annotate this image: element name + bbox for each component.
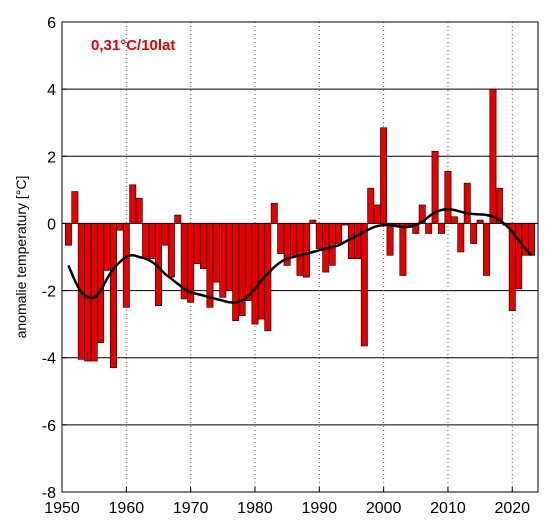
anomaly-bar: [431, 150, 439, 224]
anomaly-bar: [360, 223, 368, 347]
y-tick-label: -6: [42, 418, 56, 435]
anomaly-bar: [450, 216, 458, 224]
anomaly-bar: [296, 223, 304, 276]
anomaly-bar: [457, 223, 465, 253]
anomaly-bar: [302, 223, 310, 278]
anomaly-bar: [97, 223, 105, 343]
anomaly-bar: [290, 223, 298, 256]
anomaly-bar: [245, 223, 252, 301]
anomaly-bar: [335, 223, 343, 244]
x-tick-label: 2010: [430, 500, 466, 517]
y-tick-label: -8: [42, 485, 56, 502]
axis-layer: -8 -6 -4 -2 0 2 4 6 1950 1960 1970 1980 1990 2000 2010…: [42, 15, 530, 517]
x-tick-label: 1980: [237, 500, 273, 517]
anomaly-bar: [110, 223, 117, 369]
trend-line: [67, 208, 533, 304]
anomaly-bar: [418, 204, 426, 224]
anomaly-bar: [84, 223, 92, 362]
anomaly-bar: [315, 223, 323, 249]
anomaly-bar: [103, 223, 111, 271]
anomaly-bar: [373, 204, 381, 224]
anomaly-bar: [257, 223, 265, 320]
anomaly-bar: [399, 223, 407, 276]
x-tick-label: 1970: [173, 500, 209, 517]
anomaly-bar: [463, 182, 471, 224]
y-tick-label: 0: [47, 216, 56, 233]
anomaly-bar: [425, 223, 433, 234]
anomaly-bar: [483, 223, 490, 276]
anomaly-bar: [528, 223, 536, 256]
anomaly-bar: [470, 223, 478, 244]
anomaly-bar: [148, 223, 156, 259]
y-tick-label: 6: [47, 15, 56, 32]
plot-frame: [61, 21, 539, 493]
y-tick-label: 2: [47, 149, 56, 166]
x-tick-label: 1990: [302, 500, 338, 517]
anomaly-bar: [367, 187, 375, 224]
anomaly-bar: [193, 223, 201, 265]
anomaly-bar: [219, 223, 227, 298]
anomaly-bar: [122, 223, 130, 308]
anomaly-bar: [142, 223, 150, 259]
anomaly-bar: [90, 223, 98, 362]
y-tick-label: 4: [47, 82, 56, 99]
anomaly-bar: [212, 223, 220, 283]
anomaly-bar: [206, 223, 214, 308]
anomaly-bar: [405, 223, 413, 226]
anomaly-bar: [232, 223, 240, 322]
anomaly-bar: [515, 223, 523, 290]
bars-layer: [64, 88, 536, 369]
anomaly-bar: [135, 197, 143, 224]
x-tick-label: 2000: [366, 500, 402, 517]
anomaly-bar: [354, 223, 362, 259]
anomaly-bar: [309, 219, 317, 224]
anomaly-bar: [225, 223, 233, 291]
anomaly-bar: [386, 223, 394, 256]
anomaly-bar: [174, 214, 182, 224]
y-axis-label: anomalie temperatury [°C]: [13, 176, 29, 339]
trend-layer: [67, 208, 533, 304]
y-tick-label: -2: [42, 284, 56, 301]
anomaly-bar: [476, 219, 484, 224]
anomaly-bar: [167, 223, 175, 278]
anomaly-bar: [489, 88, 497, 224]
anomaly-bar: [328, 223, 336, 266]
anomaly-bar: [251, 223, 259, 325]
anomaly-bar: [412, 223, 420, 234]
trend-rate-annotation: 0,31°C/10lat: [91, 37, 175, 54]
x-tick-label: 2020: [494, 500, 530, 517]
x-tick-label: 1960: [109, 500, 145, 517]
anomaly-bar: [270, 202, 278, 224]
anomaly-bar: [71, 191, 79, 224]
anomaly-bar: [161, 223, 169, 246]
anomaly-bar: [438, 223, 445, 234]
anomaly-bar: [277, 223, 285, 254]
anomaly-bar: [341, 223, 349, 226]
anomaly-bar: [64, 223, 72, 246]
anomaly-bar: [380, 127, 388, 224]
anomaly-bar: [200, 223, 207, 270]
anomaly-bar: [129, 184, 137, 224]
anomaly-bar: [495, 187, 503, 224]
anomaly-bar: [116, 223, 124, 231]
anomaly-bar: [444, 171, 452, 224]
x-tick-label: 1950: [44, 500, 80, 517]
y-tick-label: -4: [42, 351, 56, 368]
